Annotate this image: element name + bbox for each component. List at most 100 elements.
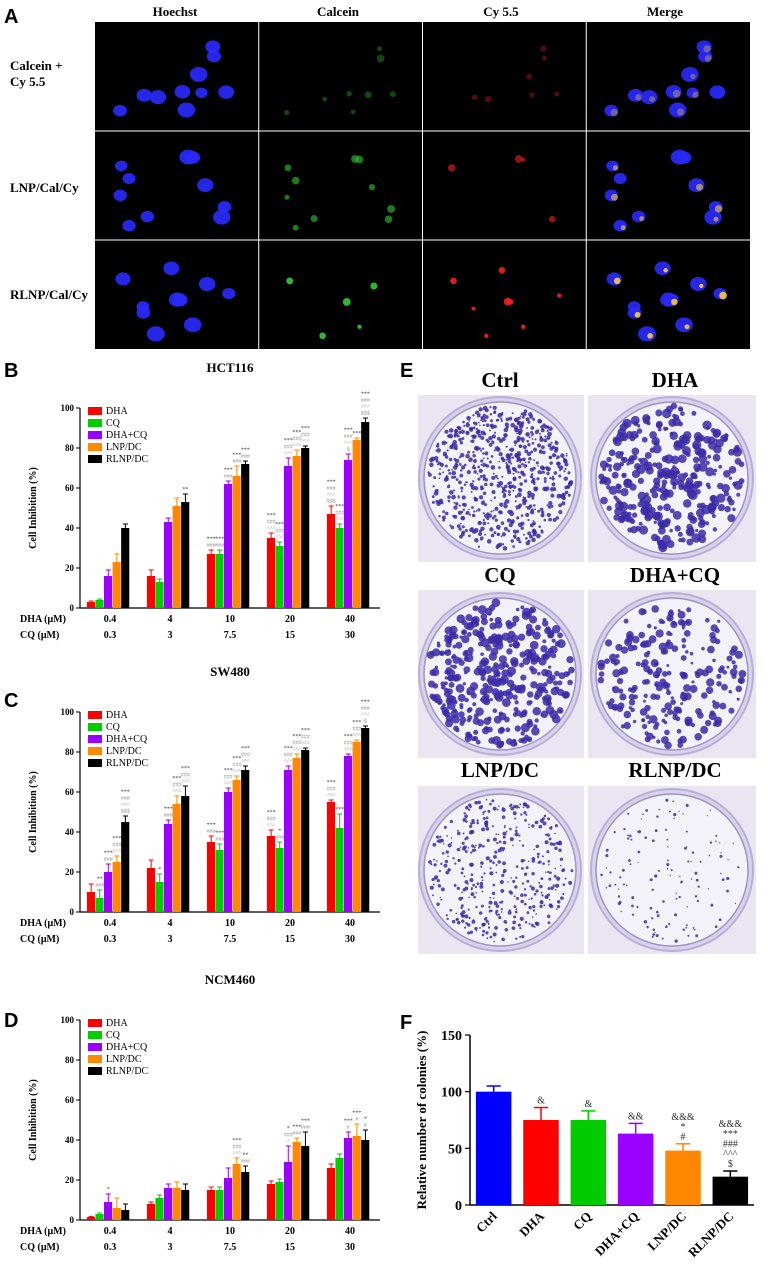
colony [477, 520, 482, 526]
colony [666, 859, 669, 862]
colony [709, 710, 715, 716]
colony [493, 496, 497, 499]
colony [447, 495, 451, 499]
colony [706, 678, 715, 687]
significance-mark: $$$ [361, 410, 370, 417]
colony [631, 512, 638, 518]
colony [531, 476, 534, 479]
signal-dot [684, 324, 690, 330]
colony [716, 482, 724, 490]
colony [717, 667, 724, 674]
colony [480, 904, 484, 908]
colony [547, 860, 551, 863]
colony [433, 858, 436, 861]
signal-dot [471, 94, 478, 101]
colony [696, 502, 703, 509]
colony [514, 444, 516, 447]
colony [489, 867, 492, 870]
colony [683, 630, 691, 637]
colony [554, 441, 559, 446]
chart-colonies: Relative number of colonies (%) 050100150… [414, 1029, 754, 1260]
colony [665, 925, 668, 927]
colony [516, 432, 518, 435]
colony [650, 533, 659, 542]
colony [708, 854, 711, 857]
colony [468, 534, 471, 538]
colony [495, 904, 500, 908]
colony [443, 454, 446, 457]
colony [627, 834, 629, 837]
x-tick-dha: 20 [285, 614, 295, 625]
colony [649, 715, 658, 724]
colony [541, 668, 549, 677]
colony [623, 618, 629, 624]
significance-mark: ### [344, 434, 353, 440]
colony [460, 904, 464, 908]
colony [524, 461, 527, 464]
colony [468, 508, 470, 511]
colony [655, 420, 663, 428]
colony [690, 661, 694, 665]
colony [612, 669, 621, 678]
colony [666, 688, 670, 692]
colony [518, 432, 521, 436]
significance-mark: *** [104, 851, 113, 857]
colony [436, 643, 441, 648]
colony [459, 522, 462, 525]
colony [491, 891, 496, 896]
nucleus [627, 88, 644, 102]
colony [666, 862, 670, 867]
colony [474, 800, 478, 805]
colony [533, 925, 536, 928]
colony [665, 689, 672, 696]
significance-mark: *** [284, 438, 293, 444]
colony [685, 650, 689, 654]
colony [471, 848, 476, 853]
colony [440, 462, 443, 465]
legend-label: CQ [106, 722, 121, 733]
x-tick-dha: 10 [225, 918, 235, 929]
nucleus [698, 50, 713, 63]
colony [438, 514, 441, 518]
colony [507, 910, 512, 915]
significance-mark: ^^^ [233, 1151, 242, 1157]
colony [567, 493, 571, 497]
colony [495, 833, 498, 836]
colony [513, 642, 520, 649]
colony [482, 474, 486, 478]
colony [666, 838, 669, 841]
plate-title-rlnpdc: RLNP/DC [628, 758, 722, 782]
signal-dot [350, 109, 356, 115]
colony [457, 858, 461, 862]
colony [690, 860, 692, 863]
colony [605, 886, 608, 889]
colony [541, 894, 544, 897]
colony [478, 911, 483, 915]
significance-mark: *** [215, 537, 224, 543]
colony [562, 892, 565, 896]
colony [478, 468, 483, 474]
colony [527, 720, 532, 725]
colony [533, 486, 538, 491]
colony [567, 486, 570, 489]
colony [526, 451, 532, 457]
colony [549, 710, 559, 719]
colony [507, 529, 511, 533]
colony [495, 545, 500, 550]
colony [651, 917, 654, 920]
colony [455, 683, 465, 693]
x-tick-cq: 7.5 [224, 630, 237, 641]
colony [672, 485, 677, 490]
colony [661, 522, 668, 528]
colony [538, 525, 541, 528]
colony [613, 514, 620, 521]
colony [644, 452, 652, 459]
colony [526, 700, 532, 706]
colony [465, 430, 469, 434]
significance-mark: ### [335, 511, 344, 517]
legend-label: DHA+CQ [106, 430, 148, 441]
colony [550, 687, 559, 696]
x-tick-dha: 10 [225, 614, 235, 625]
colony [475, 427, 478, 431]
colony [518, 839, 521, 842]
